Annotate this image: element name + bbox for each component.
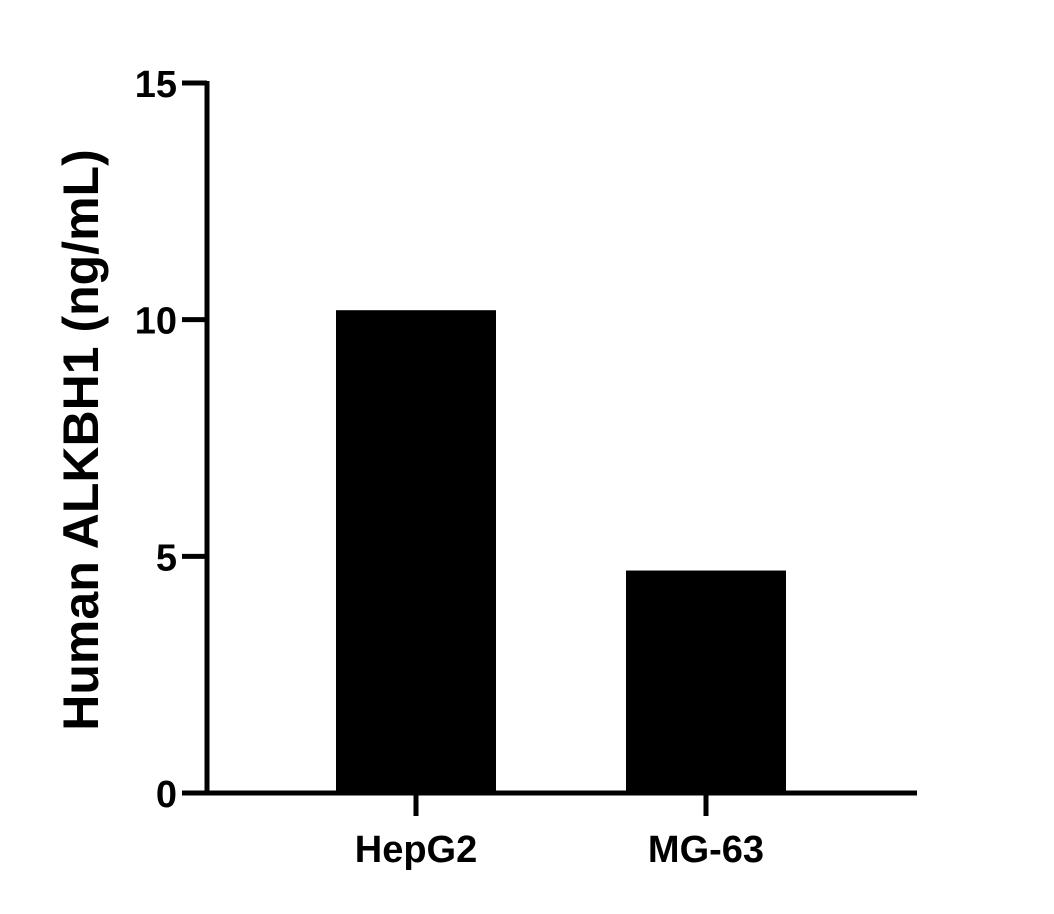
y-tick-label: 15 <box>135 64 177 106</box>
x-tick-label: MG-63 <box>648 829 764 871</box>
bar-hepg2 <box>336 310 496 793</box>
y-tick-label: 0 <box>156 774 177 816</box>
bar-mg-63 <box>626 570 786 793</box>
y-tick-label: 10 <box>135 301 177 343</box>
y-tick-label: 5 <box>156 537 177 579</box>
x-tick-label: HepG2 <box>355 829 477 871</box>
y-axis-label: Human ALKBH1 (ng/mL) <box>53 149 109 730</box>
